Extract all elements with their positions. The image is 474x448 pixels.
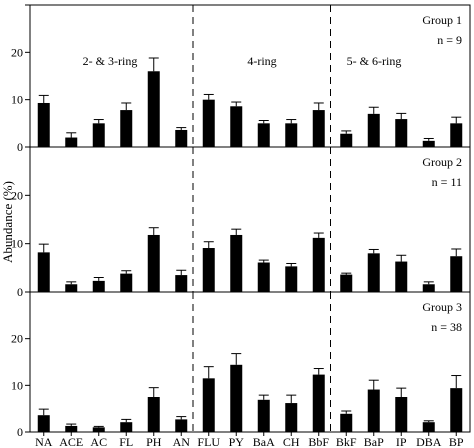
x-tick-label: BbF <box>308 435 329 448</box>
bar <box>120 422 133 432</box>
x-tick-label: CH <box>283 435 300 448</box>
panel-group-label: Group 3 <box>422 300 462 314</box>
bar <box>230 364 243 432</box>
bar <box>202 99 215 147</box>
bar <box>422 284 435 292</box>
bar <box>285 123 298 147</box>
bar <box>340 413 353 432</box>
y-tick-label: 20 <box>11 332 23 346</box>
y-tick-label: 0 <box>17 425 23 439</box>
x-tick-label: BaP <box>364 435 384 448</box>
bar <box>147 71 160 147</box>
x-tick-label: PH <box>146 435 162 448</box>
bar <box>450 388 463 432</box>
bar <box>65 425 78 432</box>
bar <box>65 137 78 147</box>
y-axis-label: Abundance (%) <box>0 181 15 263</box>
bar <box>422 140 435 147</box>
x-tick-label: DBA <box>416 435 442 448</box>
bar <box>37 415 50 432</box>
x-tick-label: AC <box>90 435 107 448</box>
bar <box>257 262 270 292</box>
bar <box>92 427 105 432</box>
bar <box>202 248 215 292</box>
panel-group-label: Group 1 <box>422 13 462 27</box>
bar <box>395 397 408 432</box>
bar <box>147 397 160 432</box>
x-tick-label: NA <box>35 435 53 448</box>
bar <box>367 253 380 292</box>
bar <box>120 110 133 147</box>
y-tick-label: 0 <box>17 285 23 299</box>
panel-n-label: n = 9 <box>437 33 462 47</box>
panel-frame <box>29 291 471 433</box>
ring-group-label: 4-ring <box>247 54 276 68</box>
bar <box>230 106 243 147</box>
bar <box>367 113 380 147</box>
bar <box>92 123 105 147</box>
bar <box>285 266 298 292</box>
x-tick-label: PY <box>229 435 245 448</box>
bar <box>367 389 380 432</box>
panel-n-label: n = 11 <box>432 175 462 189</box>
bar <box>175 419 188 432</box>
bar <box>312 237 325 292</box>
y-tick-label: 20 <box>11 188 23 202</box>
bar <box>257 123 270 147</box>
bar <box>37 102 50 147</box>
x-tick-label: IP <box>396 435 407 448</box>
bar <box>422 422 435 432</box>
y-tick-label: 10 <box>11 237 23 251</box>
bar <box>395 119 408 147</box>
bar <box>92 280 105 292</box>
bar <box>65 284 78 292</box>
bar <box>120 273 133 292</box>
y-tick-label: 10 <box>11 378 23 392</box>
bar <box>37 252 50 292</box>
y-tick-label: 10 <box>11 93 23 107</box>
bar <box>257 399 270 432</box>
bar <box>147 234 160 292</box>
bar <box>202 378 215 432</box>
ring-group-label: 5- & 6-ring <box>347 54 402 68</box>
y-tick-label: 20 <box>11 45 23 59</box>
x-tick-label: FL <box>119 435 133 448</box>
bar <box>340 133 353 147</box>
y-tick-label: 0 <box>17 140 23 154</box>
bar <box>175 275 188 292</box>
bar <box>340 274 353 292</box>
bar <box>175 129 188 147</box>
panel-n-label: n = 38 <box>431 320 462 334</box>
x-tick-label: BkF <box>336 435 357 448</box>
bar <box>312 110 325 147</box>
ring-group-label: 2- & 3-ring <box>83 54 138 68</box>
bar <box>230 234 243 292</box>
x-tick-label: ACE <box>59 435 83 448</box>
x-tick-label: AN <box>173 435 191 448</box>
bar <box>285 403 298 432</box>
bar <box>450 256 463 292</box>
x-tick-label: BP <box>449 435 464 448</box>
bar <box>312 374 325 432</box>
bar <box>450 123 463 147</box>
panel-group-label: Group 2 <box>422 155 462 169</box>
x-tick-label: BaA <box>253 435 275 448</box>
x-tick-label: FLU <box>197 435 220 448</box>
bar <box>395 261 408 292</box>
